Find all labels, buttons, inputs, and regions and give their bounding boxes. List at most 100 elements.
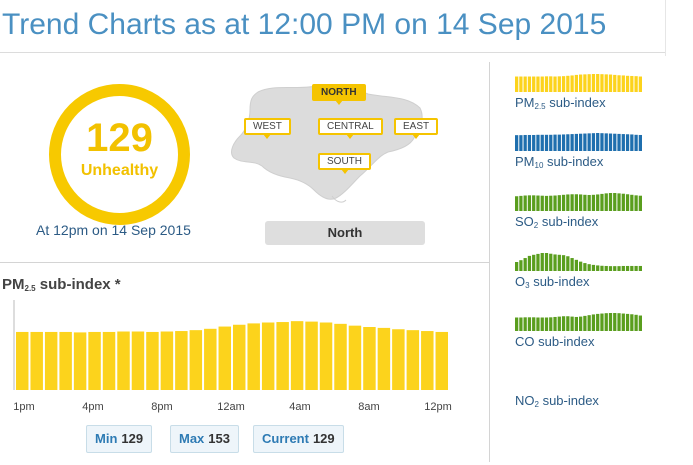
o3-thumb-bar [634,265,638,271]
x-tick-label: 8pm [151,401,172,413]
legend-label-sub: 2 [533,221,539,230]
legend-co[interactable]: CO sub-index [515,313,675,349]
pm25-bar[interactable] [377,327,391,390]
legend-pm10[interactable]: PM10 sub-index [515,133,675,170]
pm25-bar[interactable] [16,331,29,390]
pm10-thumb-bar [583,133,587,151]
legend-label-main: PM [515,154,535,169]
co-thumb-bar [579,316,583,331]
pm25-bar[interactable] [102,331,116,390]
stat-min-label: Min [95,431,118,446]
x-tick-label: 8am [358,401,379,413]
o3-thumb-bar [583,263,587,271]
pm10-thumb-bar [549,134,553,151]
pm25-bar[interactable] [44,331,58,390]
co-thumb-bar [596,313,600,331]
legend-label-pm25: PM2.5 sub-index [515,95,675,111]
so2-thumb-bar [561,194,566,211]
legend-no2[interactable]: NO2 sub-index [515,372,675,409]
o3-thumb-bar [536,253,540,271]
co-thumb-bar [574,316,578,331]
pm25-thumb-bar [617,75,621,92]
pm25-bar[interactable] [363,327,376,390]
pm25-bar[interactable] [305,321,318,390]
pm25-bar[interactable] [406,330,420,390]
co-thumb-bar [613,313,617,331]
pm10-thumb-bar [574,133,578,151]
pm25-bar[interactable] [88,331,101,390]
pm25-bar-chart: 1pm 4pm 8pm 12am 4am 8am 12pm [13,300,452,413]
pm25-bar[interactable] [59,331,72,390]
legend-label-co: CO sub-index [515,334,675,349]
pm25-bar[interactable] [276,322,289,390]
so2-thumb-bar [621,193,625,211]
o3-thumb-bar [596,265,600,271]
co-thumb-bar [621,313,625,331]
column-divider [489,62,490,462]
legend-label-sub: 2 [534,400,539,409]
region-south[interactable]: SOUTH [318,153,371,174]
co-thumb-bar [532,317,536,331]
pm10-thumb-bar [591,133,596,151]
pm25-bar[interactable] [189,330,203,390]
so2-thumb-bar [549,195,553,211]
pm25-bar[interactable] [261,322,275,391]
pm10-thumb-bar [527,134,532,151]
o3-thumb-bar [557,254,561,271]
pm25-bar[interactable] [421,331,434,390]
region-north[interactable]: NORTH [312,84,366,105]
pm25-thumbnail [515,74,642,92]
pm25-bar[interactable] [146,331,159,390]
pm10-thumb-bar [519,135,523,151]
pm10-thumb-bar [608,133,613,151]
co-thumb-bar [634,314,638,331]
stat-max: Max 153 [170,425,239,453]
pm25-bar[interactable] [30,331,43,390]
pm25-bar[interactable] [392,329,405,390]
pm25-bar[interactable] [319,322,333,391]
so2-thumb-bar [617,193,621,211]
pm10-thumb-bar [544,134,549,151]
pm25-thumb-bar [600,74,604,92]
legend-label-main: PM [515,95,535,110]
x-tick-label: 4am [289,401,310,413]
pm25-bar[interactable] [334,323,347,390]
pm25-thumb-bar [596,74,600,92]
so2-thumb-bar [587,194,591,211]
pm25-thumb-bar [625,75,630,92]
pm25-bar[interactable] [131,331,145,391]
pm25-bar[interactable] [160,331,174,391]
pm10-thumb-bar [553,134,557,151]
legend-label-sub: 10 [534,161,544,170]
so2-thumb-bar [553,195,557,211]
pm25-bar[interactable] [233,324,246,390]
o3-thumbnail [515,253,642,271]
legend-pm25[interactable]: PM2.5 sub-index [515,74,675,111]
co-thumb-bar [540,317,544,331]
pm25-bar[interactable] [218,326,231,390]
pm25-bar[interactable] [348,325,362,390]
pm25-bar[interactable] [290,321,304,390]
o3-thumb-bar [617,266,621,271]
region-central[interactable]: CENTRAL [318,118,383,139]
pm25-bar[interactable] [247,323,260,390]
region-west[interactable]: WEST [244,118,291,139]
legend-o3[interactable]: O3 sub-index [515,253,675,290]
pm25-bar[interactable] [73,332,87,390]
pm10-thumb-bar [604,133,608,151]
no2-thumbnail [515,372,645,390]
psi-value: 129 [86,116,153,160]
pm25-bar[interactable] [117,331,130,391]
pm25-bar[interactable] [175,331,188,390]
selected-region-display[interactable]: North [265,221,425,245]
legend-so2[interactable]: SO2 sub-index [515,193,675,230]
pm25-bar[interactable] [204,328,217,390]
pm25-bar[interactable] [435,331,448,390]
region-east[interactable]: EAST [394,118,439,139]
legend-label-rest: sub-index [538,393,599,408]
pm25-thumb-bar [523,76,527,92]
stat-min-value: 129 [121,431,144,446]
pm25-thumb-bar [553,76,557,92]
so2-thumb-bar [536,195,540,211]
legend-label-o3: O3 sub-index [515,274,675,290]
